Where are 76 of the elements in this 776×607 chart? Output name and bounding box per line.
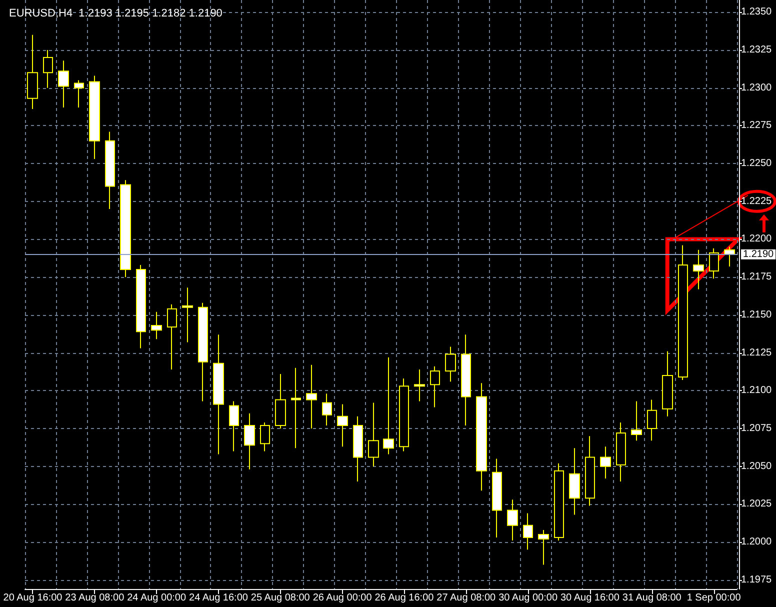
- candlestick: [260, 422, 270, 452]
- candlestick: [182, 287, 193, 343]
- x-tick-label: 24 Aug 16:00: [189, 592, 248, 604]
- candlestick: [538, 529, 549, 566]
- y-tick-label: 1.2275: [741, 120, 772, 132]
- x-tick-label: 27 Aug 08:00: [436, 592, 496, 604]
- candlestick: [507, 499, 518, 542]
- candlestick: [105, 131, 115, 210]
- candlestick: [27, 34, 38, 110]
- y-tick-label: 1.2200: [741, 234, 772, 245]
- candlestick: [291, 367, 301, 449]
- y-tick-label: 1.2125: [741, 347, 772, 358]
- candlestick: [337, 404, 348, 448]
- candlestick: [198, 302, 208, 402]
- candlestick: [430, 366, 440, 408]
- candlestick: [58, 60, 69, 108]
- y-tick-label: 1.2300: [741, 82, 772, 94]
- candlestick: [616, 422, 626, 482]
- y-tick-label: 1.2050: [741, 460, 772, 472]
- candlestick: [461, 334, 471, 426]
- candlestick: [244, 412, 255, 470]
- x-tick-label: 31 Aug 08:00: [622, 592, 682, 604]
- y-tick-label: 1.2000: [741, 536, 772, 548]
- x-tick-label: 23 Aug 08:00: [65, 592, 125, 604]
- candlestick: [136, 264, 146, 349]
- candlestick: [399, 378, 409, 452]
- candlestick: [523, 512, 533, 550]
- candlestick: [120, 180, 131, 278]
- candlestick: [678, 244, 688, 381]
- y-tick-label: 1.2250: [741, 158, 772, 170]
- text: EURUSD,H4 1.2193 1.2195 1.2182 1.2190: [9, 8, 222, 20]
- y-tick-label: 1.2325: [741, 44, 772, 56]
- candlestick: [414, 368, 425, 402]
- candlestick: [693, 249, 704, 290]
- candlestick: [213, 334, 224, 455]
- candlestick: [709, 248, 719, 280]
- candlestick: [631, 400, 642, 442]
- y-tick-label: 1.2350: [741, 6, 772, 18]
- x-tick-label: 25 Aug 08:00: [250, 592, 310, 604]
- candlestick: [43, 49, 53, 88]
- y-tick-label: 1.2225: [741, 196, 772, 207]
- candlestick: [585, 436, 595, 506]
- candlestick: [383, 356, 394, 455]
- y-tick-label: 1.2075: [741, 423, 772, 434]
- x-tick-label: 1 Sep 00:00: [686, 592, 742, 604]
- ref-line-label: 1.2190: [743, 248, 774, 260]
- candlestick: [275, 373, 286, 429]
- candlestick: [569, 448, 580, 516]
- x-tick-label: 24 Aug 00:00: [127, 592, 186, 604]
- candlestick: [306, 364, 317, 429]
- x-tick-label: 30 Aug 16:00: [560, 592, 620, 604]
- y-tick-label: 1.2175: [741, 272, 772, 283]
- y-tick-label: 1.2100: [741, 385, 772, 396]
- candlestick: [492, 458, 502, 538]
- candlestick: [74, 80, 84, 108]
- candlestick: [662, 350, 673, 417]
- candlestick: [445, 346, 456, 382]
- candlestick: [167, 304, 177, 370]
- candlestick: [724, 246, 735, 267]
- candlestick: [229, 400, 239, 452]
- candlestick: [368, 402, 379, 467]
- x-tick-label: 20 Aug 16:00: [3, 592, 63, 604]
- y-tick-label: 1.2025: [741, 498, 772, 510]
- candlestick: [600, 446, 611, 479]
- candlestick: [151, 311, 162, 340]
- candlestick: [476, 382, 487, 492]
- y-tick-label: 1.2150: [741, 309, 772, 320]
- y-tick-label: 1.1975: [741, 574, 772, 586]
- candlestick: [89, 75, 100, 160]
- x-tick-label: 30 Aug 00:00: [498, 592, 558, 604]
- candlestick: [322, 393, 332, 426]
- candlestick: [353, 416, 363, 482]
- candlestick: [647, 399, 657, 442]
- x-tick-label: 26 Aug 00:00: [312, 592, 372, 604]
- candlestick: [554, 462, 564, 542]
- x-tick-label: 26 Aug 16:00: [374, 592, 434, 604]
